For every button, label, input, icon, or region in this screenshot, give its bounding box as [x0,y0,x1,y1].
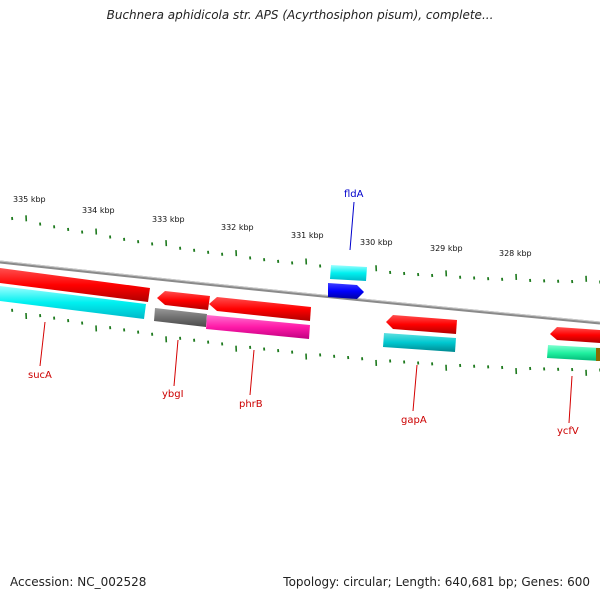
scale-label-328kbp: 328 kbp [499,249,532,258]
scale-label-333kbp: 333 kbp [152,215,185,224]
inner-scale [11,308,600,376]
outer-scale [11,215,600,284]
gene-block-suca-cds[interactable] [0,286,146,319]
gene-block-phrb-cds[interactable] [206,315,310,339]
genome-backbone-highlight [0,260,600,323]
gene-label-ybgi[interactable]: ybgI [162,389,184,400]
gene-block-gapa-cds[interactable] [383,333,456,352]
scale-label-331kbp: 331 kbp [291,231,324,240]
gene-block-phrb[interactable] [209,297,311,321]
accession-text: Accession: NC_002528 [10,575,147,589]
gene-block-ybgi[interactable] [157,291,210,310]
gene-block-ybgi-cds[interactable] [154,308,207,327]
gene-block-ycfv[interactable] [550,327,600,343]
gene-block-gapa[interactable] [386,315,457,334]
scale-label-334kbp: 334 kbp [82,206,115,215]
gene-label-suca[interactable]: sucA [28,370,52,381]
gene-block-flda[interactable] [328,283,364,299]
scale-label-330kbp: 330 kbp [360,238,393,247]
scale-labels: 335 kbp 334 kbp 333 kbp 332 kbp 331 kbp … [13,195,532,258]
genome-summary-text: Topology: circular; Length: 640,681 bp; … [283,575,590,589]
scale-label-329kbp: 329 kbp [430,244,463,253]
gene-label-phrb[interactable]: phrB [239,399,263,410]
gene-block-ycfv-cds[interactable] [547,345,600,361]
gene-label-ycfv[interactable]: ycfV [557,426,579,437]
gene-block-ycfv-edge [596,348,600,361]
gene-label-gapa[interactable]: gapA [401,415,427,426]
gene-labels: sucA ybgI phrB fldA gapA ycfV [28,189,579,437]
gene-label-flda[interactable]: fldA [344,189,364,200]
scale-label-335kbp: 335 kbp [13,195,46,204]
map-title: Buchnera aphidicola str. APS (Acyrthosip… [106,8,494,22]
gene-block-flda-cds[interactable] [330,265,367,281]
genome-backbone [0,260,600,325]
gene-block-suca[interactable] [0,268,150,302]
gene-features[interactable] [0,265,600,361]
leader-lines [39,201,573,424]
scale-label-332kbp: 332 kbp [221,223,254,232]
